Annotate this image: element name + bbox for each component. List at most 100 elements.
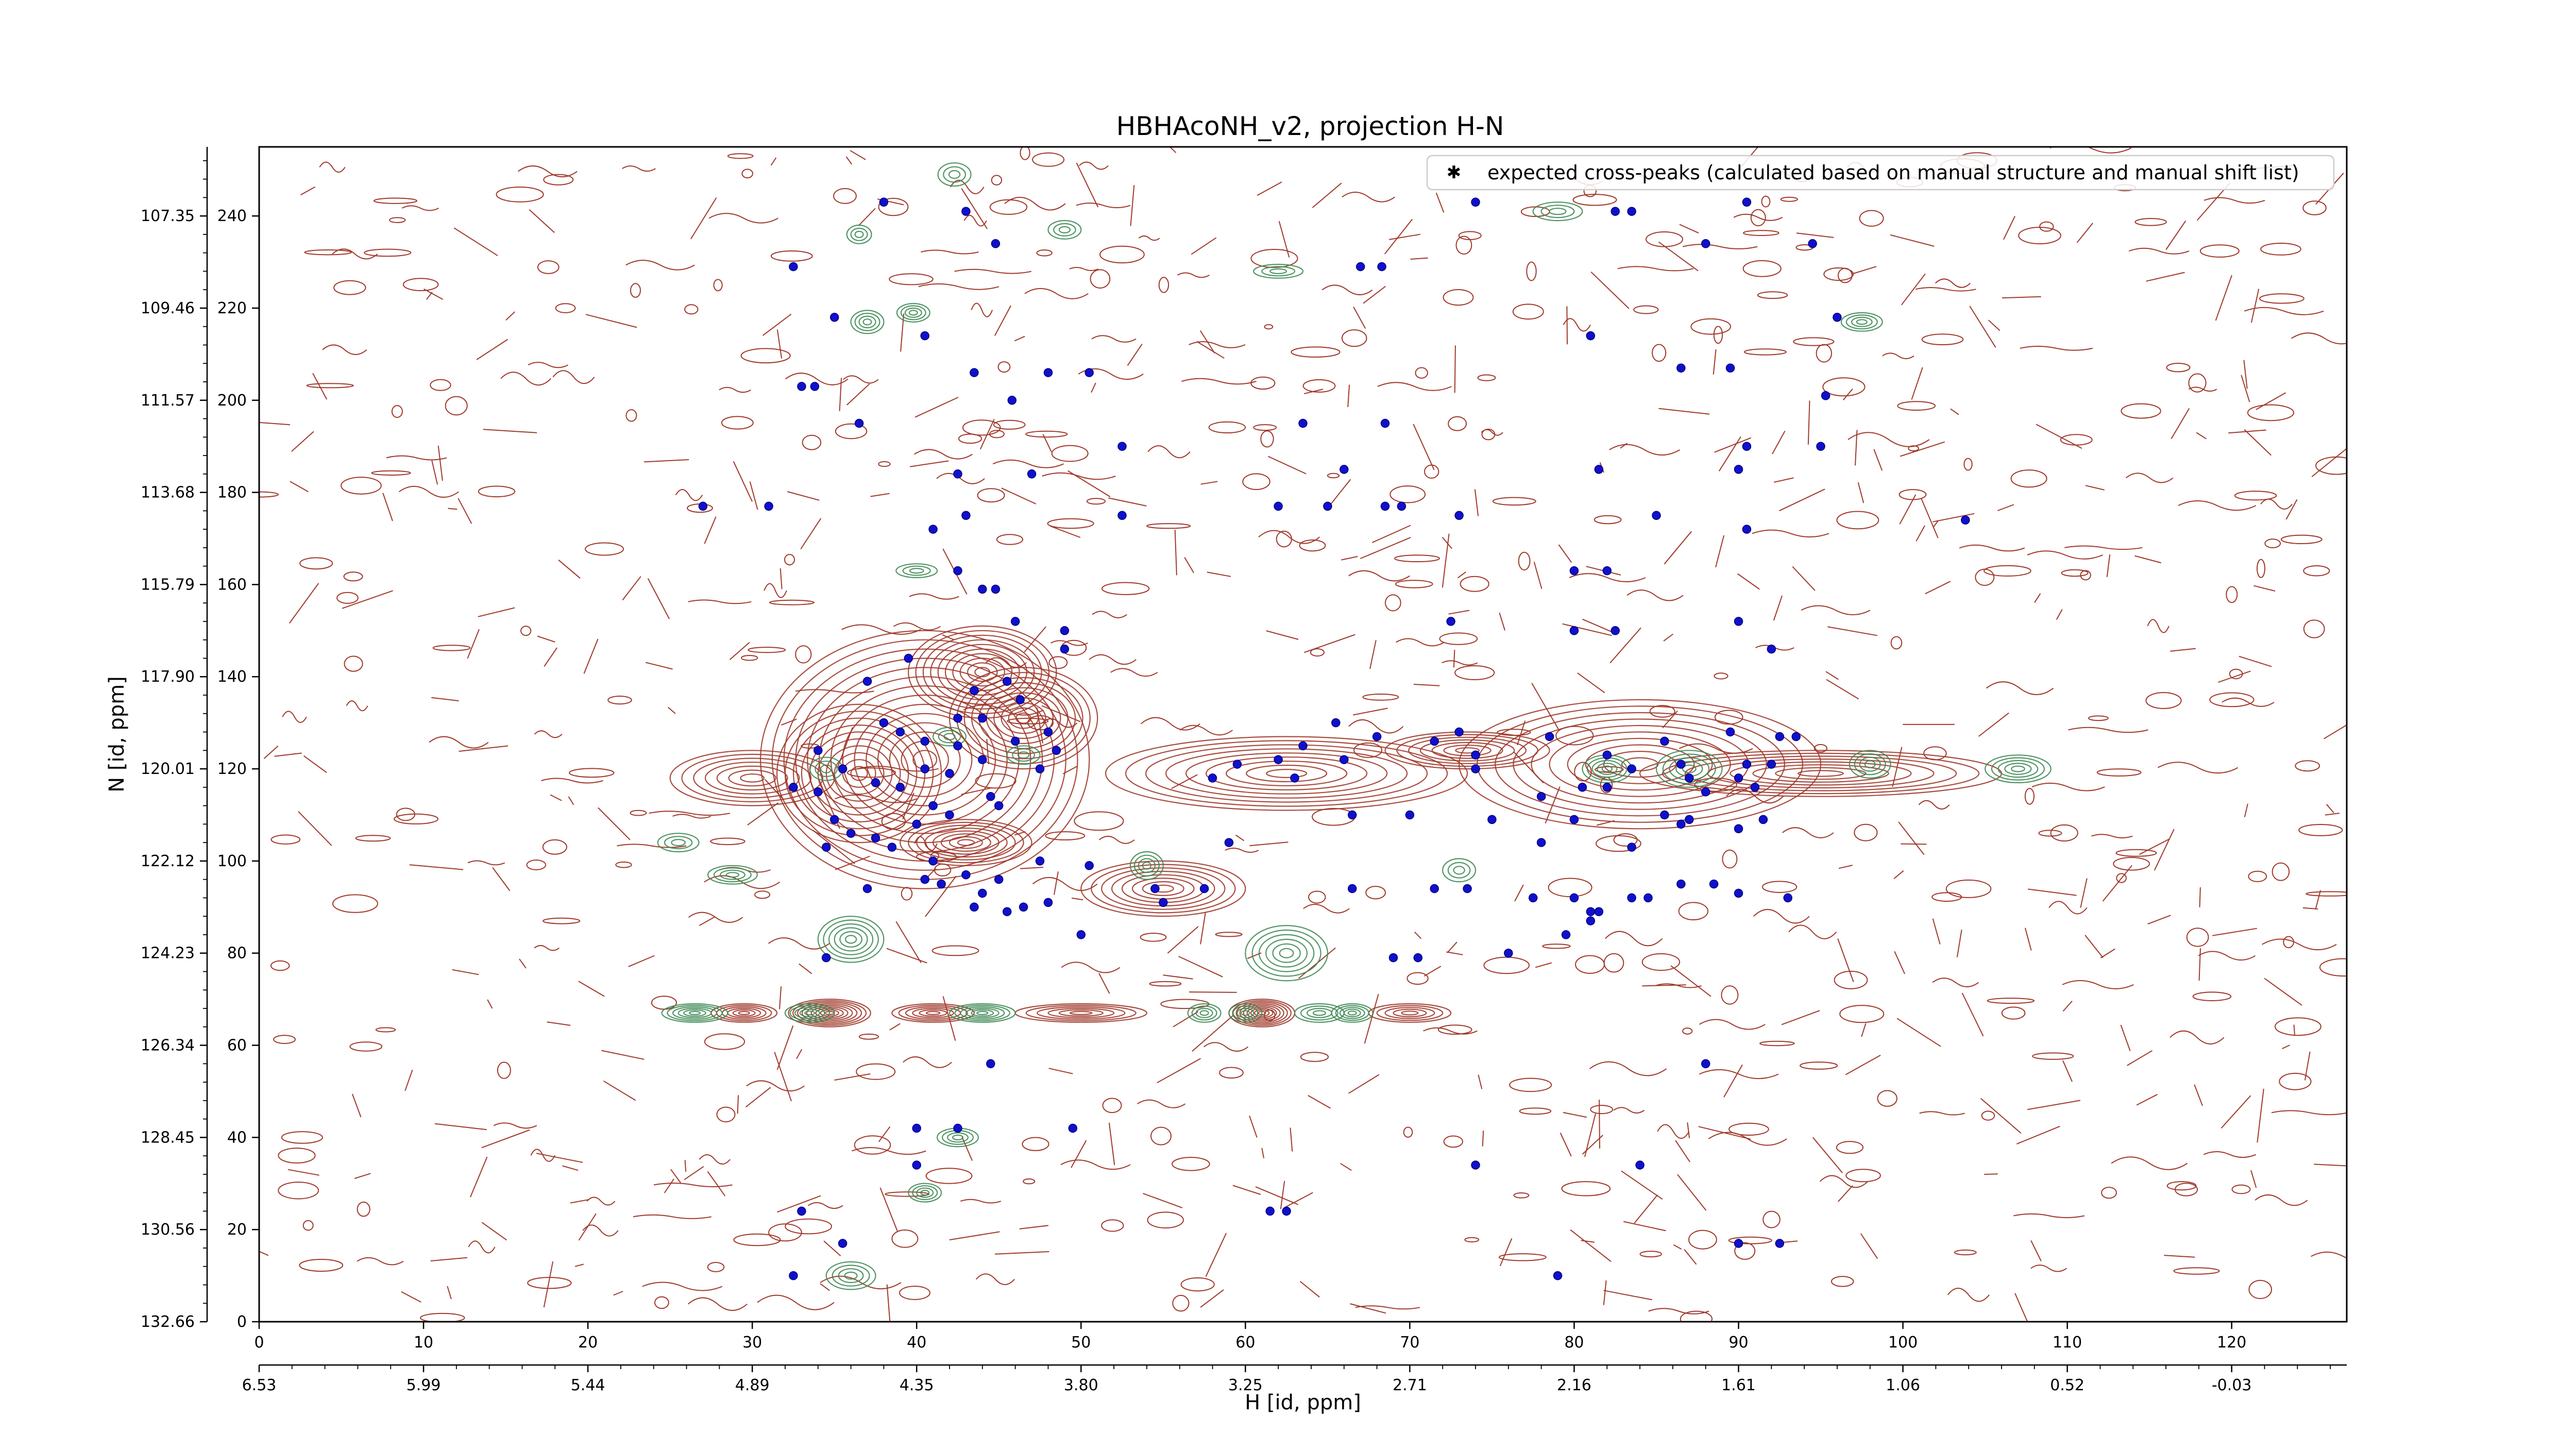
contour-level: [725, 872, 740, 878]
noise-contour: [431, 697, 459, 702]
noise-contour: [457, 498, 472, 524]
noise-contour: [2226, 586, 2238, 603]
noise-contour: [1389, 485, 1426, 503]
noise-contour: [622, 165, 656, 172]
noise-contour: [1594, 515, 1622, 525]
noise-contour: [1157, 1058, 1201, 1084]
x-tick-label: 80: [1564, 1334, 1584, 1352]
noise-contour: [2325, 813, 2340, 816]
noise-contour: [2243, 360, 2248, 389]
noise-contour: [2253, 585, 2276, 592]
noise-contour: [492, 867, 511, 891]
noise-contour: [1299, 1280, 1320, 1298]
noise-contour: [776, 1025, 794, 1070]
positive-contour-group: [776, 703, 942, 844]
noise-contour: [1603, 1290, 1652, 1301]
contour-level: [713, 867, 752, 883]
noise-contour: [2218, 670, 2251, 683]
noise-contour: [1721, 985, 1739, 1005]
contour-level: [820, 1009, 839, 1017]
noise-contour: [942, 634, 955, 641]
contour-level: [820, 764, 833, 773]
noise-contour: [1395, 580, 1433, 588]
noise-contour: [2255, 1194, 2308, 1206]
y-tick-label: 160: [217, 576, 247, 594]
contour-level: [683, 1009, 706, 1017]
noise-contour: [1448, 416, 1467, 431]
noise-contour: [918, 283, 999, 290]
noise-contour: [1032, 152, 1065, 167]
noise-contour: [1477, 374, 1496, 381]
contour-level: [1246, 1006, 1277, 1020]
cross-peak-point: [1331, 718, 1341, 728]
noise-contour: [1499, 1238, 1513, 1267]
noise-contour: [2257, 1088, 2264, 1143]
y-ppm-tick-label: 107.35: [141, 207, 195, 225]
noise-contour: [839, 378, 842, 411]
contour-level: [1431, 742, 1503, 759]
noise-contour: [704, 1033, 745, 1050]
negative-contour-group: [1006, 745, 1041, 765]
noise-contour: [2010, 469, 2047, 488]
noise-contour: [1734, 1242, 1756, 1260]
noise-contour: [448, 508, 457, 510]
contour-level: [932, 830, 999, 855]
contour-level: [789, 1005, 831, 1021]
x-ppm-tick-label: 1.61: [1721, 1376, 1756, 1394]
noise-contour: [1682, 244, 1758, 249]
noise-contour: [2134, 555, 2161, 564]
contour-level: [919, 1009, 947, 1017]
contour-level: [909, 567, 924, 574]
contour-level: [937, 644, 1028, 701]
noise-contour: [2264, 538, 2281, 548]
cross-peak-point: [928, 801, 938, 811]
cross-peak-point: [970, 686, 979, 695]
cross-peak-point: [879, 197, 889, 207]
noise-contour: [642, 1282, 723, 1291]
noise-contour: [2048, 901, 2088, 915]
cross-peak-point: [1405, 810, 1415, 820]
cross-peak-point: [862, 677, 872, 686]
noise-contour: [1181, 378, 1257, 385]
contour-level: [850, 766, 868, 781]
contour-level: [895, 563, 938, 579]
cross-peak-point: [1504, 948, 1513, 958]
noise-contour: [468, 1240, 496, 1254]
noise-contour: [1061, 962, 1121, 973]
cross-peak-point: [991, 584, 1001, 594]
contour-level: [1246, 764, 1328, 782]
contour-level: [1133, 854, 1160, 877]
contour-level: [844, 935, 857, 944]
noise-contour: [541, 778, 603, 784]
noise-contour: [569, 768, 615, 778]
positive-contour-group: [669, 750, 835, 806]
noise-contour: [785, 1218, 832, 1235]
noise-contour: [558, 559, 581, 579]
noise-contour: [1517, 720, 1526, 746]
contour-level: [948, 1003, 1016, 1023]
cross-peak-point: [1561, 930, 1571, 939]
noise-contour: [1014, 335, 1025, 342]
y-ppm-tick-label: 128.45: [141, 1128, 195, 1147]
noise-contour: [1831, 1276, 1854, 1287]
contour-level: [1012, 748, 1035, 762]
y-tick-label: 120: [217, 760, 247, 778]
noise-contour: [1915, 287, 1976, 292]
contour-level: [1997, 760, 2039, 778]
contour-level: [1851, 316, 1873, 327]
noise-contour: [1526, 261, 1537, 281]
cross-peak-point: [1553, 1271, 1563, 1280]
noise-contour: [302, 1220, 314, 1231]
noise-contour: [1348, 719, 1404, 734]
noise-contour: [1249, 1115, 1258, 1138]
noise-contour: [2204, 197, 2265, 204]
noise-contour: [343, 571, 363, 582]
contour-level: [1058, 1009, 1104, 1017]
noise-contour: [382, 493, 393, 521]
contour-level: [1199, 1010, 1209, 1016]
noise-contour: [394, 813, 439, 824]
noise-contour: [2231, 1184, 2251, 1194]
noise-contour: [1036, 707, 1043, 744]
noise-contour: [622, 576, 641, 601]
noise-contour: [1443, 1135, 1464, 1148]
